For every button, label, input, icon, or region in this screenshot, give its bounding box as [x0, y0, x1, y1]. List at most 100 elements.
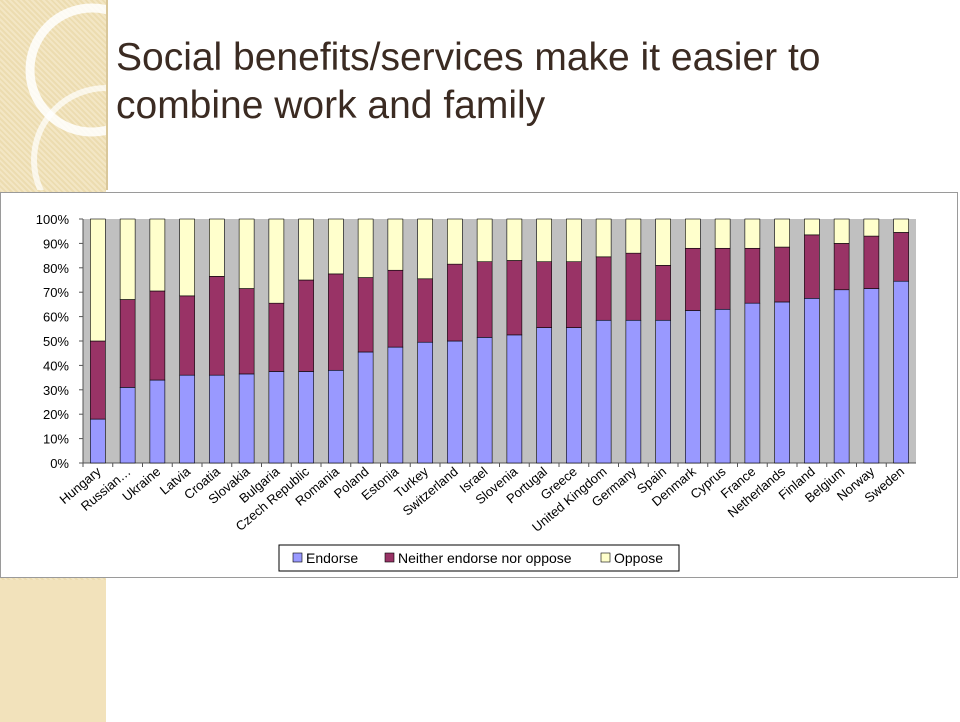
bar-segment-oppose	[149, 218, 166, 292]
bar-segment-oppose	[179, 218, 195, 297]
bar-segment-oppose	[417, 218, 433, 280]
bar-segment-neither	[595, 256, 612, 321]
decorative-circles	[25, 3, 106, 190]
bar-segment-neither	[714, 247, 731, 310]
bar-segment-oppose	[893, 218, 909, 233]
bar-segment-neither	[566, 261, 582, 328]
bar-segment-endorse	[625, 319, 642, 464]
bar-segment-neither	[536, 261, 552, 328]
bar-segment-oppose	[328, 218, 344, 275]
bar-segment-endorse	[90, 418, 106, 464]
bar-segment-oppose	[209, 218, 225, 277]
bar-segment-endorse	[119, 387, 136, 464]
bar-segment-neither	[863, 235, 880, 289]
bar-segment-neither	[506, 260, 523, 336]
bar-segment-endorse	[595, 319, 612, 464]
bar-segment-oppose	[476, 218, 493, 263]
bar-segment-oppose	[804, 218, 820, 236]
legend-swatch	[600, 552, 611, 563]
y-tick-label: 0%	[50, 456, 69, 471]
bar-segment-endorse	[476, 337, 493, 464]
bar-segment-neither	[238, 288, 255, 375]
slide-title-line-2: combine work and family	[116, 84, 546, 127]
bar-segment-neither	[268, 302, 285, 372]
bar-segment-oppose	[625, 218, 642, 254]
bar-segment-neither	[119, 299, 136, 388]
bar-segment-neither	[655, 265, 671, 321]
legend-box	[278, 544, 680, 572]
bar-segment-endorse	[179, 374, 195, 464]
y-tick-label: 20%	[43, 407, 69, 422]
bar-segment-neither	[90, 340, 106, 420]
y-tick-label: 30%	[43, 383, 69, 398]
bar-segment-oppose	[714, 218, 731, 249]
bar-segment-oppose	[90, 218, 106, 342]
plot-area	[83, 219, 916, 463]
y-tick-label: 60%	[43, 310, 69, 325]
bar-segment-endorse	[209, 374, 225, 464]
y-tick-label: 70%	[43, 285, 69, 300]
bar-segment-oppose	[506, 218, 523, 261]
bar-segment-endorse	[417, 341, 433, 464]
bar-segment-neither	[179, 295, 195, 376]
bar-segment-endorse	[863, 288, 880, 464]
legend-label: Oppose	[614, 550, 663, 566]
bar-segment-oppose	[774, 218, 790, 248]
bar-segment-endorse	[685, 310, 701, 464]
bar-segment-neither	[744, 247, 761, 304]
bar-segment-oppose	[357, 218, 374, 278]
bar-segment-neither	[357, 277, 374, 353]
bar-segment-neither	[447, 263, 463, 342]
bar-segment-endorse	[536, 327, 552, 464]
bar-segment-neither	[149, 290, 166, 381]
bar-segment-endorse	[447, 340, 463, 464]
bar-segment-oppose	[268, 218, 285, 304]
bar-segment-neither	[625, 252, 642, 321]
y-tick-label: 50%	[43, 334, 69, 349]
bar-segment-oppose	[833, 218, 850, 244]
bar-segment-oppose	[119, 218, 136, 300]
bar-segment-oppose	[298, 218, 314, 281]
bar-segment-oppose	[685, 218, 701, 249]
y-tick-label: 40%	[43, 358, 69, 373]
bar-segment-endorse	[328, 369, 344, 464]
bar-segment-endorse	[387, 346, 404, 464]
slide-title: Social benefits/services make it easier …	[116, 34, 936, 130]
bar-segment-endorse	[149, 379, 166, 464]
y-tick-label: 100%	[36, 212, 70, 227]
bar-segment-endorse	[268, 371, 285, 464]
bar-segment-oppose	[566, 218, 582, 263]
bar-segment-neither	[833, 243, 850, 291]
y-tick-label: 90%	[43, 236, 69, 251]
bar-segment-endorse	[893, 280, 909, 464]
bar-segment-neither	[804, 234, 820, 299]
bar-segment-endorse	[357, 351, 374, 464]
bar-segment-endorse	[774, 301, 790, 464]
bar-segment-neither	[476, 261, 493, 338]
bar-segment-endorse	[804, 298, 820, 464]
legend-swatch	[292, 552, 303, 563]
bar-segment-endorse	[744, 302, 761, 464]
bar-segment-oppose	[655, 218, 671, 266]
bar-segment-oppose	[238, 218, 255, 289]
bar-segment-oppose	[536, 218, 552, 263]
y-tick-label: 10%	[43, 432, 69, 447]
bar-segment-neither	[387, 269, 404, 348]
legend-swatch	[384, 552, 395, 563]
bar-segment-endorse	[655, 319, 671, 464]
y-tick-label: 80%	[43, 261, 69, 276]
slide-title-line-1: Social benefits/services make it easier …	[116, 36, 821, 79]
bar-segment-oppose	[447, 218, 463, 265]
bar-segment-oppose	[387, 218, 404, 271]
bar-segment-endorse	[298, 371, 314, 464]
bar-segment-neither	[298, 279, 314, 372]
bar-segment-neither	[774, 246, 790, 303]
legend-label: Endorse	[306, 550, 358, 566]
bar-segment-oppose	[863, 218, 880, 237]
bar-segment-endorse	[506, 334, 523, 464]
side-decoration-bottom	[0, 580, 106, 722]
bar-segment-endorse	[566, 327, 582, 464]
stacked-bar-chart: 0%10%20%30%40%50%60%70%80%90%100%Hungary…	[36, 212, 916, 572]
bar-segment-neither	[209, 276, 225, 376]
side-divider-line	[106, 0, 108, 190]
